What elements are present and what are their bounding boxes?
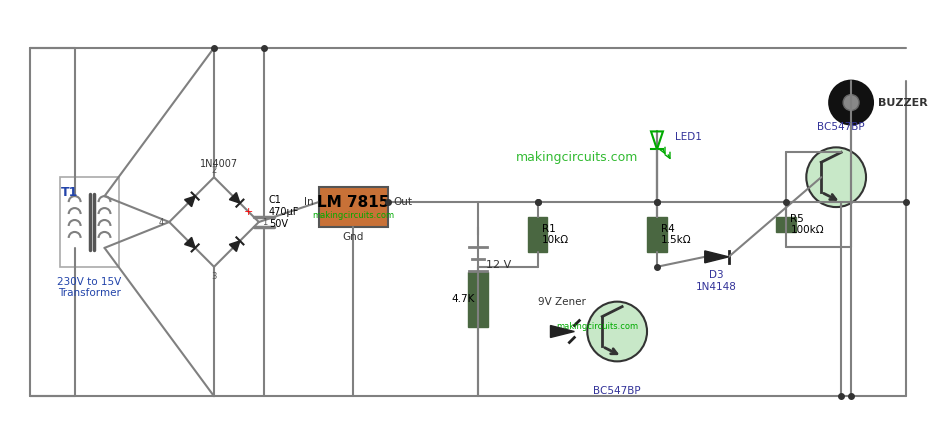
Text: makingcircuits.com: makingcircuits.com: [556, 322, 639, 331]
Text: D3: D3: [709, 270, 724, 280]
Polygon shape: [704, 251, 729, 263]
Polygon shape: [551, 325, 574, 337]
Polygon shape: [185, 196, 195, 207]
Circle shape: [587, 302, 647, 361]
Text: BC547BP: BC547BP: [594, 386, 641, 396]
Text: makingcircuits.com: makingcircuits.com: [516, 151, 639, 164]
Text: C1
470μF
50V: C1 470μF 50V: [269, 195, 299, 229]
Text: 9V Zener: 9V Zener: [538, 297, 586, 307]
Text: BUZZER: BUZZER: [878, 97, 928, 108]
Text: R1
10kΩ: R1 10kΩ: [541, 224, 568, 245]
Text: 3: 3: [211, 272, 217, 281]
Polygon shape: [230, 193, 240, 203]
Text: T1: T1: [61, 186, 79, 198]
Polygon shape: [185, 237, 195, 248]
Bar: [468, 272, 488, 326]
Text: LM 7815: LM 7815: [317, 194, 389, 210]
Bar: [527, 217, 548, 252]
Bar: [60, 177, 119, 267]
Text: 230V to 15V
Transformer: 230V to 15V Transformer: [57, 277, 122, 298]
Text: R5
100kΩ: R5 100kΩ: [791, 214, 824, 235]
Circle shape: [829, 80, 873, 124]
Text: LED1: LED1: [675, 132, 702, 143]
Text: Out: Out: [393, 197, 412, 207]
Text: R4
1.5kΩ: R4 1.5kΩ: [661, 224, 691, 245]
Polygon shape: [230, 241, 240, 252]
Bar: [647, 217, 667, 252]
FancyBboxPatch shape: [319, 187, 388, 227]
Text: 4: 4: [159, 218, 164, 227]
Text: BC547BP: BC547BP: [817, 122, 865, 132]
Text: +: +: [244, 207, 253, 217]
Bar: [777, 217, 796, 232]
Text: 1: 1: [262, 218, 267, 227]
Text: 2: 2: [211, 166, 217, 175]
Text: 4.7K: 4.7K: [451, 294, 475, 304]
Text: makingcircuits.com: makingcircuits.com: [312, 211, 395, 219]
Circle shape: [843, 95, 859, 110]
Text: In: In: [304, 197, 313, 207]
Text: 1N4007: 1N4007: [200, 159, 238, 169]
Text: 1N4148: 1N4148: [696, 282, 737, 292]
Text: Gnd: Gnd: [342, 232, 364, 242]
Circle shape: [807, 148, 866, 207]
Text: 12 V: 12 V: [486, 260, 511, 270]
